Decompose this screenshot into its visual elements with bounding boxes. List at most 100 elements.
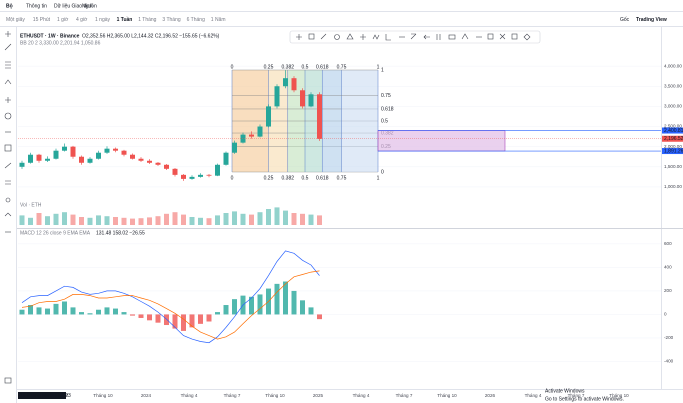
fib-time-label: 0.75 <box>337 64 347 70</box>
view-mode[interactable]: Gốc <box>620 17 630 23</box>
candle-body <box>172 168 178 175</box>
tool-icon[interactable] <box>511 33 518 40</box>
candle-body <box>164 164 169 169</box>
interval-button[interactable]: 1 Tuần <box>117 17 133 23</box>
macd-histogram-bar <box>28 305 33 315</box>
interval-button[interactable]: 1 ngày <box>95 17 111 23</box>
volume-bar <box>308 214 314 225</box>
macd-histogram-bar <box>181 314 186 331</box>
tool-icon[interactable] <box>487 33 494 40</box>
macd-histogram-bar <box>53 303 59 315</box>
tool-icon[interactable] <box>4 79 12 85</box>
candle-body <box>274 86 280 107</box>
interval-button[interactable]: 3 Tháng <box>162 17 180 23</box>
tool-icon[interactable] <box>308 33 315 40</box>
tool-icon[interactable] <box>334 34 340 40</box>
candle-body <box>215 164 220 176</box>
macd-histogram-bar <box>198 314 203 324</box>
interval-button[interactable]: 1 Tháng <box>138 17 156 23</box>
view-mode[interactable]: Trading View <box>636 17 667 23</box>
candle-body <box>155 162 161 165</box>
fib-level-label: 0.618 <box>381 106 394 112</box>
volume-bar <box>19 215 25 225</box>
tool-icon[interactable] <box>523 33 531 41</box>
tool-icon[interactable] <box>436 34 441 40</box>
tool-icon[interactable] <box>4 112 12 120</box>
fib-time-label: 0.25 <box>264 175 274 181</box>
fib-time-label: 0.75 <box>337 175 347 181</box>
tool-icon[interactable] <box>4 43 12 51</box>
volume-bar <box>198 217 203 225</box>
tool-icon[interactable] <box>360 34 366 40</box>
time-label: Tháng 10 <box>265 393 285 398</box>
macd-histogram-bar <box>257 294 263 315</box>
left-toolbar <box>4 31 12 384</box>
tool-icon[interactable] <box>410 33 417 40</box>
volume-bar <box>266 209 271 225</box>
nav-item[interactable]: Thông tin <box>26 3 47 9</box>
volume-bar <box>274 207 280 225</box>
candle-body <box>223 152 229 165</box>
nav-item[interactable]: Dữ liệu Giao dịch <box>54 3 93 9</box>
macd-histogram-bar <box>206 314 212 322</box>
logo[interactable]: Bộ <box>6 3 13 9</box>
macd-tick-label: 0 <box>664 312 667 317</box>
macd-histogram-bar <box>291 290 297 315</box>
tool-icon[interactable] <box>4 377 12 384</box>
time-label: 2026 <box>485 393 496 398</box>
tool-icon[interactable] <box>320 33 327 40</box>
tool-icon[interactable] <box>4 212 12 217</box>
tool-icon[interactable] <box>372 34 380 40</box>
macd-tick-label: 200 <box>664 288 672 293</box>
tool-icon[interactable] <box>4 162 12 169</box>
price-tick-label: 3,500.00 <box>664 83 682 88</box>
volume-bar <box>249 214 254 225</box>
tool-icon[interactable] <box>346 33 354 40</box>
volume-bar <box>291 213 297 225</box>
tool-icon[interactable] <box>5 31 11 37</box>
volume-bar <box>87 217 93 225</box>
macd-histogram-bar <box>189 314 195 328</box>
tool-icon[interactable] <box>4 144 12 152</box>
fib-time-label: 0.382 <box>282 64 295 70</box>
macd-readout: 131.48 158.02 −26.55 <box>96 230 145 236</box>
fib-time-band <box>322 70 342 172</box>
tool-icon[interactable] <box>5 61 11 69</box>
fib-time-label: 1 <box>377 175 380 181</box>
candle-body <box>206 174 212 176</box>
interval-button[interactable]: 6 Tháng <box>187 17 205 23</box>
candle-body <box>291 78 297 91</box>
interval-button[interactable]: 4 giờ <box>76 17 88 23</box>
interval-button[interactable]: 1 Năm <box>211 17 226 23</box>
volume-bar <box>79 217 84 225</box>
candle-body <box>45 158 50 161</box>
watermark-title: Activate Windows <box>545 388 585 394</box>
interval-button[interactable]: Một giây <box>6 17 25 23</box>
nav-item[interactable]: Nguồn <box>82 3 97 9</box>
tool-icon[interactable] <box>461 33 469 40</box>
tool-icon[interactable] <box>385 34 391 41</box>
volume-bar <box>70 214 76 225</box>
tool-icon[interactable] <box>5 197 11 203</box>
tool-icon[interactable] <box>5 180 11 185</box>
macd-histogram-bar <box>96 309 101 315</box>
candle-body <box>308 94 314 107</box>
volume-bar <box>232 211 237 225</box>
tool-icon[interactable] <box>296 34 302 40</box>
tool-icon[interactable] <box>448 34 456 40</box>
interval-button[interactable]: 1 giờ <box>57 17 69 23</box>
candle-body <box>317 94 322 139</box>
volume-bar <box>53 213 59 225</box>
tool-icon[interactable] <box>5 97 11 103</box>
interval-button[interactable]: 15 Phút <box>33 17 51 23</box>
tool-icon[interactable] <box>423 34 430 40</box>
volume-bar <box>172 212 178 225</box>
price-tick-label: 2,000.00 <box>664 144 682 149</box>
tool-icon[interactable] <box>499 33 506 40</box>
time-label: Tháng 4 <box>525 393 542 398</box>
fib-time-label: 0.5 <box>302 64 309 70</box>
candle-body <box>96 152 101 159</box>
volume-bar <box>96 215 101 225</box>
macd-histogram-bar <box>45 308 50 315</box>
ohlc-readout: O2,352.56 H2,365.00 L2,144.32 C2,196.52 … <box>82 33 220 39</box>
